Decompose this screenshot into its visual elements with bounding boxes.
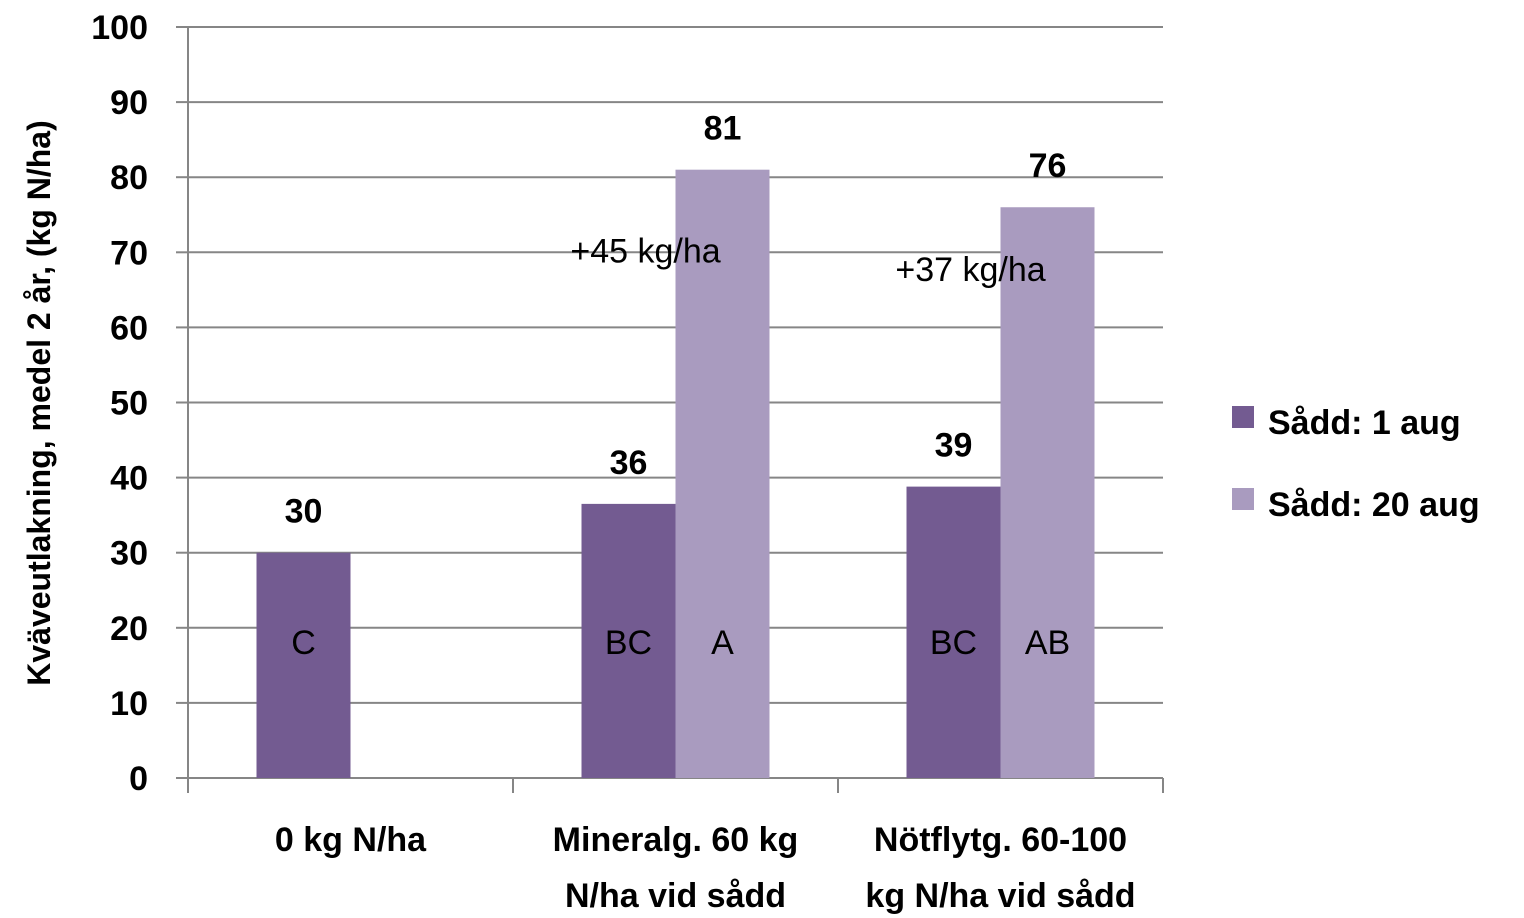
bar-value-label: 39 — [935, 427, 973, 465]
y-tick-label: 50 — [110, 385, 148, 423]
y-tick-label: 80 — [110, 159, 148, 197]
significance-group-label: BC — [605, 624, 652, 662]
x-category-label: kg N/ha vid sådd — [865, 877, 1135, 915]
bar — [906, 486, 1001, 778]
bar-value-label: 76 — [1029, 147, 1067, 185]
bar-labels: 30 C 36 BC 81 A 39 BC 76 AB +45 kg/ha +37 kg/ha — [285, 110, 1071, 662]
x-category-label: N/ha vid sådd — [565, 877, 786, 915]
x-category-label: 0 kg N/ha — [275, 821, 427, 859]
legend-entry: Sådd: 20 aug — [1268, 486, 1480, 524]
x-category-label: Nötflytg. 60-100 — [874, 821, 1127, 859]
y-tick-label: 70 — [110, 234, 148, 272]
legend-entry: Sådd: 1 aug — [1268, 404, 1461, 442]
bar-value-label: 30 — [285, 493, 323, 531]
x-category-label: Mineralg. 60 kg — [553, 821, 799, 859]
difference-annotation: +37 kg/ha — [895, 251, 1045, 289]
legend-swatch — [1232, 488, 1254, 510]
bar — [256, 552, 351, 778]
y-tick-label: 40 — [110, 460, 148, 498]
significance-group-label: A — [711, 624, 734, 662]
y-tick-label: 100 — [91, 9, 148, 47]
bar — [675, 169, 770, 778]
bar — [1000, 207, 1095, 779]
bar-value-label: 36 — [610, 444, 648, 482]
significance-group-label: BC — [930, 624, 977, 662]
y-tick-label: 90 — [110, 84, 148, 122]
significance-group-label: C — [291, 624, 316, 662]
y-axis-label: Kväveutlakning, medel 2 år, (kg N/ha) — [21, 120, 57, 686]
y-tick-label: 20 — [110, 610, 148, 648]
bar-value-label: 81 — [704, 110, 742, 148]
legend-swatch — [1232, 406, 1254, 428]
y-tick-label: 60 — [110, 309, 148, 347]
y-tick-labels: 0 10 20 30 40 50 60 70 80 90 100 — [91, 9, 148, 798]
bars — [256, 169, 1095, 779]
difference-annotation: +45 kg/ha — [570, 232, 720, 270]
y-tick-label: 30 — [110, 535, 148, 573]
legend: Sådd: 1 aug Sådd: 20 aug — [1232, 404, 1480, 524]
y-tick-label: 10 — [110, 685, 148, 723]
x-category-labels: 0 kg N/ha Mineralg. 60 kg N/ha vid sådd Nöt… — [275, 821, 1136, 915]
y-tick-label: 0 — [129, 760, 148, 798]
significance-group-label: AB — [1025, 624, 1070, 662]
bar — [581, 503, 676, 778]
